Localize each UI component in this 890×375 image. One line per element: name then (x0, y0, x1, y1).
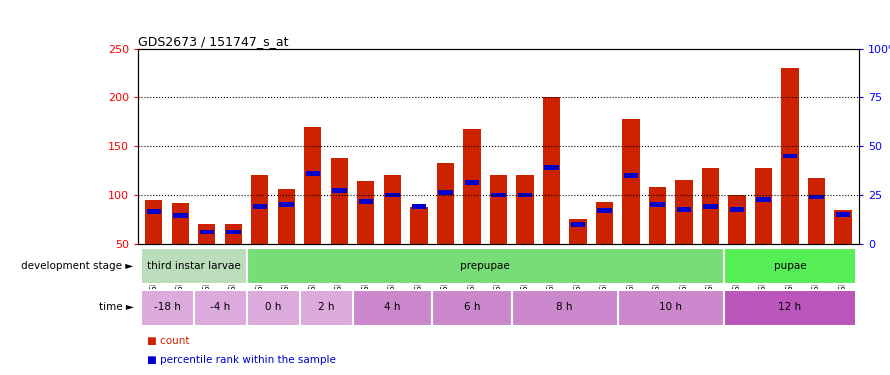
Bar (465, 180, 479, 185)
Bar (141, 248, 247, 284)
Bar (141, 290, 194, 326)
Bar (145, 200, 163, 244)
Bar (194, 290, 247, 326)
Text: ■ percentile rank within the sample: ■ percentile rank within the sample (147, 355, 336, 365)
Bar (676, 207, 692, 212)
Bar (622, 119, 640, 244)
Bar (247, 290, 300, 326)
Text: prepupae: prepupae (460, 261, 510, 271)
Text: -4 h: -4 h (210, 303, 231, 312)
Bar (808, 178, 825, 244)
Text: 10 h: 10 h (659, 303, 682, 312)
Text: development stage ►: development stage ► (21, 261, 134, 271)
Bar (433, 290, 512, 326)
Bar (512, 290, 618, 326)
Bar (411, 204, 426, 209)
Text: 0 h: 0 h (265, 303, 281, 312)
Text: GDS2673 / 151747_s_at: GDS2673 / 151747_s_at (138, 34, 288, 48)
Bar (597, 208, 611, 213)
Bar (437, 163, 454, 244)
Bar (305, 171, 320, 176)
Text: 4 h: 4 h (384, 303, 401, 312)
Text: third instar larvae: third instar larvae (147, 261, 240, 271)
Bar (247, 248, 724, 284)
Bar (490, 176, 507, 244)
Bar (618, 290, 724, 326)
Text: -18 h: -18 h (154, 303, 181, 312)
Bar (225, 224, 242, 244)
Bar (332, 188, 347, 193)
Bar (359, 200, 373, 204)
Bar (172, 203, 189, 244)
Bar (357, 182, 375, 244)
Bar (147, 209, 161, 214)
Bar (724, 248, 856, 284)
Bar (756, 197, 771, 202)
Bar (544, 165, 559, 170)
Text: ■ count: ■ count (147, 336, 190, 346)
Bar (251, 176, 269, 244)
Bar (491, 193, 506, 197)
Bar (331, 158, 348, 244)
Text: time ►: time ► (99, 303, 134, 312)
Bar (595, 202, 613, 244)
Bar (304, 127, 321, 244)
Text: pupae: pupae (773, 261, 806, 271)
Text: 8 h: 8 h (556, 303, 573, 312)
Bar (384, 176, 401, 244)
Bar (724, 290, 856, 326)
Bar (173, 213, 188, 218)
Bar (543, 96, 560, 244)
Bar (834, 210, 852, 244)
Bar (385, 193, 400, 197)
Bar (410, 207, 427, 244)
Text: 2 h: 2 h (318, 303, 335, 312)
Bar (570, 222, 586, 226)
Text: 12 h: 12 h (779, 303, 802, 312)
Bar (278, 189, 295, 244)
Bar (198, 224, 215, 244)
Bar (226, 230, 240, 234)
Bar (253, 204, 267, 209)
Bar (624, 173, 638, 178)
Bar (836, 212, 850, 217)
Bar (703, 204, 717, 209)
Bar (649, 187, 666, 244)
Bar (438, 190, 453, 195)
Text: 6 h: 6 h (464, 303, 480, 312)
Bar (702, 168, 719, 244)
Bar (782, 153, 797, 158)
Bar (300, 290, 352, 326)
Bar (781, 68, 798, 244)
Bar (650, 202, 665, 207)
Bar (728, 195, 746, 244)
Bar (730, 207, 744, 212)
Bar (809, 195, 824, 200)
Bar (676, 180, 692, 244)
Bar (518, 193, 532, 197)
Bar (352, 290, 433, 326)
Bar (279, 202, 294, 207)
Bar (755, 168, 772, 244)
Bar (199, 230, 214, 234)
Bar (570, 219, 587, 244)
Bar (464, 129, 481, 244)
Bar (516, 176, 533, 244)
